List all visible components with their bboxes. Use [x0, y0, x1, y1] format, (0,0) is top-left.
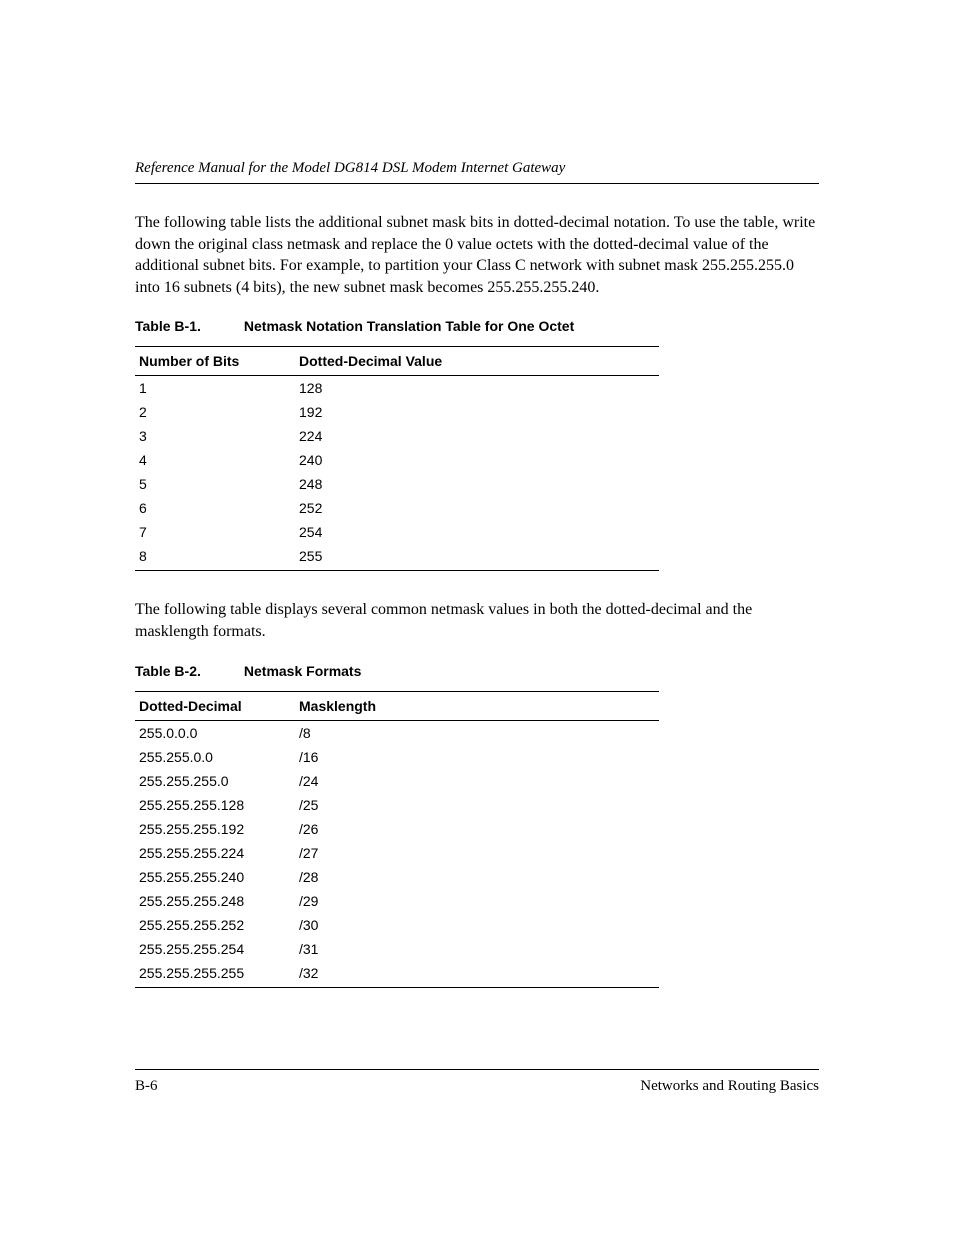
table2-cell-col1: 255.0.0.0: [135, 720, 295, 745]
table1-cell-col1: 1: [135, 376, 295, 401]
paragraph-intro-table1: The following table lists the additional…: [135, 212, 819, 298]
table2-cell-col2: /24: [295, 769, 659, 793]
table2-cell-col1: 255.255.255.224: [135, 841, 295, 865]
table2-col-header-decimal: Dotted-Decimal: [135, 691, 295, 720]
table-row: 255.255.255.0/24: [135, 769, 659, 793]
table-row: 3224: [135, 424, 659, 448]
table1-caption-title: Netmask Notation Translation Table for O…: [244, 318, 574, 334]
table-row: 255.255.255.240/28: [135, 865, 659, 889]
table2-cell-col2: /26: [295, 817, 659, 841]
table2-cell-col2: /8: [295, 720, 659, 745]
table2-cell-col1: 255.255.255.128: [135, 793, 295, 817]
table1-cell-col1: 7: [135, 520, 295, 544]
table-row: 5248: [135, 472, 659, 496]
table1-col-header-value: Dotted-Decimal Value: [295, 347, 659, 376]
table2-caption: Table B-2. Netmask Formats: [135, 663, 819, 679]
table2-caption-label: Table B-2.: [135, 663, 240, 679]
table2-cell-col2: /30: [295, 913, 659, 937]
table1-cell-col2: 240: [295, 448, 659, 472]
table2-cell-col2: /31: [295, 937, 659, 961]
table-row: 8255: [135, 544, 659, 571]
table1-cell-col2: 248: [295, 472, 659, 496]
table-row: 255.255.255.192/26: [135, 817, 659, 841]
table1-cell-col2: 252: [295, 496, 659, 520]
table1-cell-col2: 224: [295, 424, 659, 448]
table-row: 255.255.255.255/32: [135, 961, 659, 988]
table-row: 2192: [135, 400, 659, 424]
table1-cell-col1: 2: [135, 400, 295, 424]
table1-netmask-notation: Number of Bits Dotted-Decimal Value 1128…: [135, 346, 659, 571]
footer-section-title: Networks and Routing Basics: [640, 1078, 819, 1095]
table1-cell-col1: 3: [135, 424, 295, 448]
table1-caption: Table B-1. Netmask Notation Translation …: [135, 318, 819, 334]
table2-cell-col1: 255.255.255.254: [135, 937, 295, 961]
table-row: 255.255.255.248/29: [135, 889, 659, 913]
table2-cell-col1: 255.255.255.192: [135, 817, 295, 841]
table2-cell-col1: 255.255.0.0: [135, 745, 295, 769]
table2-cell-col2: /28: [295, 865, 659, 889]
table2-cell-col2: /16: [295, 745, 659, 769]
table-row: 255.255.255.254/31: [135, 937, 659, 961]
table-row: 1128: [135, 376, 659, 401]
table2-cell-col1: 255.255.255.255: [135, 961, 295, 988]
table-row: 7254: [135, 520, 659, 544]
table-row: 255.255.0.0/16: [135, 745, 659, 769]
table2-cell-col1: 255.255.255.240: [135, 865, 295, 889]
table-row: 255.255.255.224/27: [135, 841, 659, 865]
page-number: B-6: [135, 1078, 158, 1095]
paragraph-intro-table2: The following table displays several com…: [135, 599, 819, 642]
table2-caption-title: Netmask Formats: [244, 663, 362, 679]
table2-cell-col2: /32: [295, 961, 659, 988]
table1-caption-label: Table B-1.: [135, 318, 240, 334]
table1-cell-col2: 128: [295, 376, 659, 401]
page-footer: B-6 Networks and Routing Basics: [135, 1069, 819, 1095]
table2-cell-col1: 255.255.255.252: [135, 913, 295, 937]
table1-cell-col1: 5: [135, 472, 295, 496]
table-row: 255.255.255.252/30: [135, 913, 659, 937]
table-row: 4240: [135, 448, 659, 472]
table1-cell-col1: 6: [135, 496, 295, 520]
table2-cell-col2: /25: [295, 793, 659, 817]
table2-netmask-formats: Dotted-Decimal Masklength 255.0.0.0/8255…: [135, 691, 659, 988]
table2-cell-col1: 255.255.255.248: [135, 889, 295, 913]
table1-cell-col2: 255: [295, 544, 659, 571]
table2-header-row: Dotted-Decimal Masklength: [135, 691, 659, 720]
table1-cell-col2: 254: [295, 520, 659, 544]
table2-cell-col1: 255.255.255.0: [135, 769, 295, 793]
table2-col-header-masklength: Masklength: [295, 691, 659, 720]
table1-col-header-bits: Number of Bits: [135, 347, 295, 376]
table1-cell-col1: 4: [135, 448, 295, 472]
table1-cell-col1: 8: [135, 544, 295, 571]
table-row: 255.255.255.128/25: [135, 793, 659, 817]
table1-header-row: Number of Bits Dotted-Decimal Value: [135, 347, 659, 376]
running-header: Reference Manual for the Model DG814 DSL…: [135, 160, 819, 184]
table2-cell-col2: /29: [295, 889, 659, 913]
table-row: 255.0.0.0/8: [135, 720, 659, 745]
table1-cell-col2: 192: [295, 400, 659, 424]
table-row: 6252: [135, 496, 659, 520]
table2-cell-col2: /27: [295, 841, 659, 865]
